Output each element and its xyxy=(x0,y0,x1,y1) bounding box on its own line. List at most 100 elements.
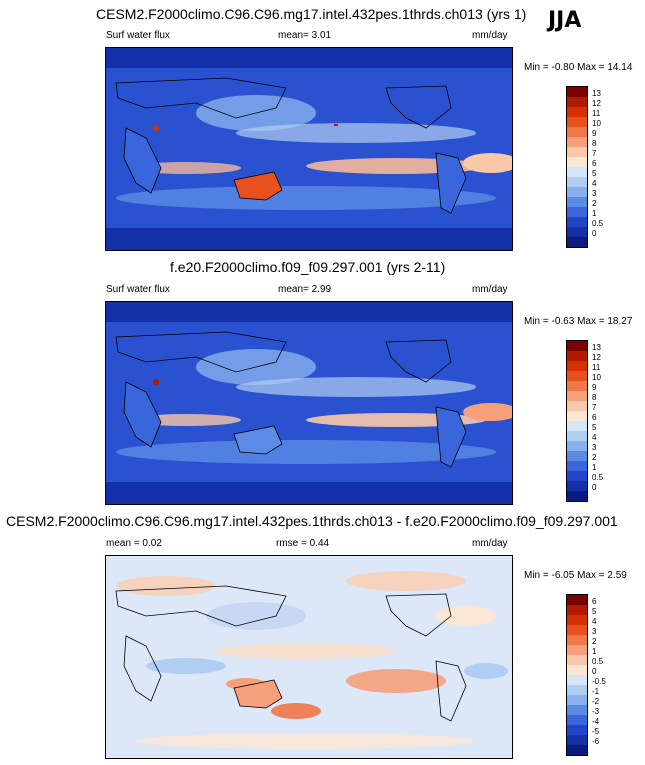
panel1-colorbar-swatch xyxy=(567,217,587,227)
panel2-colorbar-swatch xyxy=(567,351,587,361)
panel2-title: f.e20.F2000climo.f09_f09.297.001 (yrs 2-… xyxy=(170,259,446,275)
panel3-rmse: rmse = 0.44 xyxy=(276,538,330,549)
panel2-colorbar-swatch xyxy=(567,381,587,391)
panel1-colorbar-label: 7 xyxy=(592,149,597,158)
panel2-colorbar-swatch xyxy=(567,461,587,471)
panel1-colorbar-label: 10 xyxy=(592,119,601,128)
panel1-field-label: Surf water flux xyxy=(106,30,170,41)
panel1-colorbar-label: 5 xyxy=(592,169,597,178)
panel2-map-graphic xyxy=(106,302,512,504)
panel3-map xyxy=(105,555,513,759)
panel1-colorbar-swatch xyxy=(567,117,587,127)
panel3-colorbar-swatch xyxy=(567,595,587,605)
panel2-colorbar-label: 8 xyxy=(592,393,597,402)
panel3-minmax: Min = -6.05 Max = 2.59 xyxy=(524,570,627,581)
panel2-colorbar-swatch xyxy=(567,371,587,381)
panel2-colorbar-swatch xyxy=(567,431,587,441)
panel3-colorbar-label: 2 xyxy=(592,637,597,646)
panel1-map-graphic xyxy=(106,48,512,250)
panel3-colorbar-label: -2 xyxy=(592,697,600,706)
panel1-colorbar-label: 0.5 xyxy=(592,219,604,228)
panel1-colorbar-swatch xyxy=(567,177,587,187)
panel1-colorbar-label: 12 xyxy=(592,99,601,108)
panel3-colorbar-swatch xyxy=(567,675,587,685)
panel2-colorbar-label: 13 xyxy=(592,343,601,352)
panel3-colorbar-swatch xyxy=(567,635,587,645)
panel2-colorbar-swatch xyxy=(567,391,587,401)
panel3-colorbar-label: 0 xyxy=(592,667,597,676)
panel1-colorbar-swatch xyxy=(567,237,587,247)
panel3-colorbar-label: -1 xyxy=(592,687,600,696)
panel1-colorbar-swatch xyxy=(567,227,587,237)
panel2-colorbar-label: 5 xyxy=(592,423,597,432)
panel2-units: mm/day xyxy=(472,284,508,295)
panel1-colorbar-swatch xyxy=(567,157,587,167)
panel1-colorbar-label: 2 xyxy=(592,199,597,208)
panel2-colorbar-swatch xyxy=(567,481,587,491)
panel3-colorbar-label: -0.5 xyxy=(592,677,606,686)
panel3-units: mm/day xyxy=(472,538,508,549)
panel2-colorbar-label: 7 xyxy=(592,403,597,412)
panel1-title: CESM2.F2000climo.C96.C96.mg17.intel.432p… xyxy=(96,6,527,22)
panel3-colorbar-swatch xyxy=(567,745,587,755)
panel1-colorbar-label: 8 xyxy=(592,139,597,148)
panel2-colorbar-label: 2 xyxy=(592,453,597,462)
panel3-colorbar-label: -3 xyxy=(592,707,600,716)
panel2-colorbar-swatch xyxy=(567,341,587,351)
panel2-map xyxy=(105,301,513,505)
panel1-colorbar-swatch xyxy=(567,127,587,137)
panel1-mean: mean= 3.01 xyxy=(278,30,332,41)
panel3-colorbar-label: 4 xyxy=(592,617,597,626)
panel2-field-label: Surf water flux xyxy=(106,284,170,295)
panel1-colorbar-swatch xyxy=(567,147,587,157)
panel3-colorbar-label: -5 xyxy=(592,727,600,736)
panel3-colorbar-swatch xyxy=(567,715,587,725)
panel2-colorbar-label: 1 xyxy=(592,463,597,472)
panel2-colorbar-label: 11 xyxy=(592,363,601,372)
panel2-minmax: Min = -0.63 Max = 18.27 xyxy=(524,316,633,327)
panel1-colorbar-label: 4 xyxy=(592,179,597,188)
panel2-colorbar-swatch xyxy=(567,411,587,421)
panel2-colorbar-label: 3 xyxy=(592,443,597,452)
panel3-colorbar-swatch xyxy=(567,645,587,655)
panel2-colorbar-swatch xyxy=(567,491,587,501)
panel3-colorbar-label: 6 xyxy=(592,597,597,606)
panel2-colorbar-label: 12 xyxy=(592,353,601,362)
panel3-colorbar-swatch xyxy=(567,705,587,715)
panel2-colorbar-label: 6 xyxy=(592,413,597,422)
panel2-colorbar-label: 0 xyxy=(592,483,597,492)
panel3-colorbar xyxy=(566,594,588,756)
panel3-colorbar-label: -6 xyxy=(592,737,600,746)
panel3-colorbar-swatch xyxy=(567,685,587,695)
panel1-colorbar-swatch xyxy=(567,197,587,207)
panel1-colorbar-label: 13 xyxy=(592,89,601,98)
season-label: JJA xyxy=(548,8,582,33)
panel1-colorbar-label: 0 xyxy=(592,229,597,238)
panel2-colorbar-label: 0.5 xyxy=(592,473,604,482)
panel1-colorbar-label: 3 xyxy=(592,189,597,198)
panel1-colorbar-swatch xyxy=(567,97,587,107)
panel3-colorbar-label: 3 xyxy=(592,627,597,636)
panel2-colorbar xyxy=(566,340,588,502)
panel3-colorbar-swatch xyxy=(567,655,587,665)
panel1-colorbar-label: 1 xyxy=(592,209,597,218)
panel2-colorbar-swatch xyxy=(567,361,587,371)
panel1-colorbar xyxy=(566,86,588,248)
panel1-colorbar-swatch xyxy=(567,167,587,177)
panel2-colorbar-swatch xyxy=(567,401,587,411)
panel1-colorbar-label: 9 xyxy=(592,129,597,138)
panel3-colorbar-swatch xyxy=(567,625,587,635)
panel3-title: CESM2.F2000climo.C96.C96.mg17.intel.432p… xyxy=(6,513,618,529)
panel1-colorbar-label: 11 xyxy=(592,109,601,118)
panel3-colorbar-label: -4 xyxy=(592,717,600,726)
panel1-colorbar-swatch xyxy=(567,87,587,97)
panel2-mean: mean= 2.99 xyxy=(278,284,332,295)
panel1-map xyxy=(105,47,513,251)
panel1-minmax: Min = -0.80 Max = 14.14 xyxy=(524,62,633,73)
panel3-colorbar-swatch xyxy=(567,605,587,615)
panel3-colorbar-swatch xyxy=(567,725,587,735)
panel3-colorbar-swatch xyxy=(567,735,587,745)
panel3-colorbar-label: 5 xyxy=(592,607,597,616)
panel3-map-graphic xyxy=(106,556,512,758)
panel1-colorbar-swatch xyxy=(567,137,587,147)
